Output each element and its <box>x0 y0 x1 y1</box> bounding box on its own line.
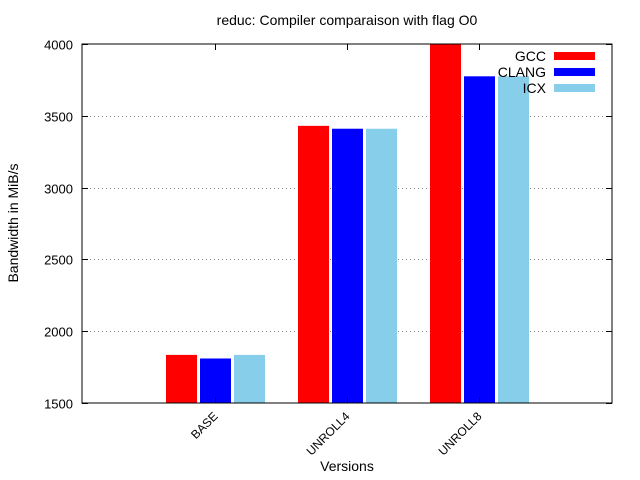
x-tick-label: UNROLL8 <box>436 409 485 458</box>
bars <box>166 44 529 403</box>
y-tick-label: 3000 <box>44 182 73 197</box>
y-tick-label: 1500 <box>44 397 73 412</box>
legend-label: GCC <box>515 48 546 64</box>
y-tick-label: 2500 <box>44 253 73 268</box>
y-tick-label: 2000 <box>44 325 73 340</box>
y-axis-label: Bandwidth in MiB/s <box>5 163 21 282</box>
x-tick-label: BASE <box>188 409 221 442</box>
legend-swatch-clang <box>554 68 595 76</box>
legend-label: CLANG <box>498 64 546 80</box>
x-axis-label: Versions <box>320 458 374 474</box>
bar-clang-unroll4 <box>332 129 363 403</box>
bar-gcc-unroll8 <box>430 44 461 403</box>
legend-swatch-icx <box>554 84 595 92</box>
chart-title: reduc: Compiler comparaison with flag O0 <box>217 12 478 28</box>
bar-clang-base <box>200 358 231 403</box>
legend-swatch-gcc <box>554 52 595 60</box>
bar-icx-unroll4 <box>366 129 397 403</box>
bar-clang-unroll8 <box>464 76 495 403</box>
bar-icx-unroll8 <box>498 76 529 403</box>
legend-label: ICX <box>523 80 547 96</box>
y-tick-label: 4000 <box>44 38 73 53</box>
x-tick-label: UNROLL4 <box>304 409 353 458</box>
y-tick-label: 3500 <box>44 110 73 125</box>
bar-gcc-base <box>166 355 197 403</box>
bar-gcc-unroll4 <box>298 126 329 403</box>
bar-icx-base <box>234 355 265 403</box>
